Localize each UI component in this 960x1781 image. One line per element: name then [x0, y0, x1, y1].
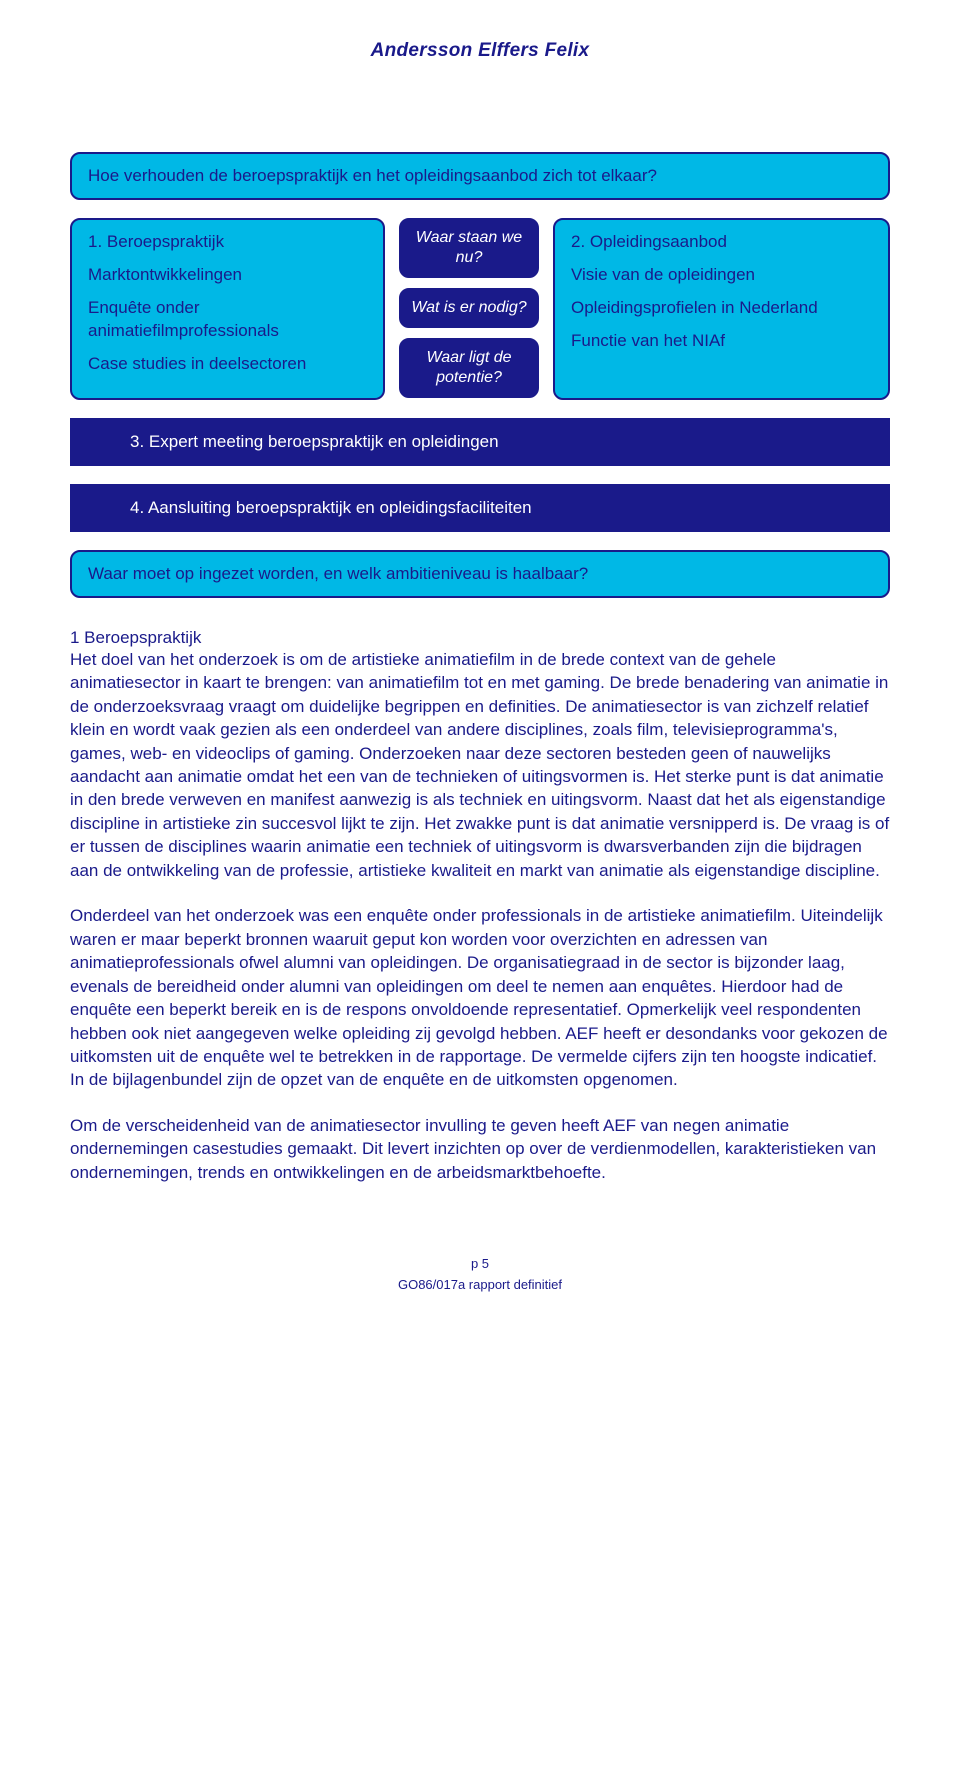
page-header: Andersson Elffers Felix [70, 40, 890, 62]
question-box-top: Hoe verhouden de beroepspraktijk en het … [70, 152, 890, 200]
question-top-text: Hoe verhouden de beroepspraktijk en het … [88, 166, 657, 185]
three-column-row: 1. Beroepspraktijk Marktontwikkelingen E… [70, 218, 890, 400]
box1-title: 1. Beroepspraktijk [88, 232, 367, 252]
box3-line1: Visie van de opleidingen [571, 264, 872, 287]
q2-text: Wat is er nodig? [411, 299, 526, 316]
question-bottom-text: Waar moet op ingezet worden, en welk amb… [88, 564, 588, 583]
question-box-1: Waar staan we nu? [399, 218, 539, 278]
footer-reference: GO86/017a rapport definitief [70, 1275, 890, 1296]
bar-expert-meeting: 3. Expert meeting beroepspraktijk en opl… [70, 418, 890, 466]
box-beroepspraktijk: 1. Beroepspraktijk Marktontwikkelingen E… [70, 218, 385, 400]
paragraph-2: Onderdeel van het onderzoek was een enqu… [70, 904, 890, 1092]
box1-line3: Case studies in deelsectoren [88, 353, 367, 376]
question-box-3: Waar ligt de potentie? [399, 338, 539, 398]
box3-line2: Opleidingsprofielen in Nederland [571, 297, 872, 320]
bar-aansluiting: 4. Aansluiting beroepspraktijk en opleid… [70, 484, 890, 532]
q3-text: Waar ligt de potentie? [426, 349, 511, 386]
paragraph-1: Het doel van het onderzoek is om de arti… [70, 648, 890, 883]
question-box-2: Wat is er nodig? [399, 288, 539, 328]
box1-line2: Enquête onder animatiefilmprofessionals [88, 297, 367, 343]
page-footer: p 5 GO86/017a rapport definitief [70, 1254, 890, 1296]
box3-title: 2. Opleidingsaanbod [571, 232, 872, 252]
q1-text: Waar staan we nu? [416, 229, 522, 266]
section-heading: 1 Beroepspraktijk [70, 628, 890, 648]
box-opleidingsaanbod: 2. Opleidingsaanbod Visie van de opleidi… [553, 218, 890, 400]
question-box-bottom: Waar moet op ingezet worden, en welk amb… [70, 550, 890, 598]
bar3-text: 3. Expert meeting beroepspraktijk en opl… [130, 432, 499, 451]
paragraph-3: Om de verscheidenheid van de animatiesec… [70, 1114, 890, 1184]
box1-line1: Marktontwikkelingen [88, 264, 367, 287]
box3-line3: Functie van het NIAf [571, 330, 872, 353]
footer-page-num: p 5 [70, 1254, 890, 1275]
bar4-text: 4. Aansluiting beroepspraktijk en opleid… [130, 498, 532, 517]
